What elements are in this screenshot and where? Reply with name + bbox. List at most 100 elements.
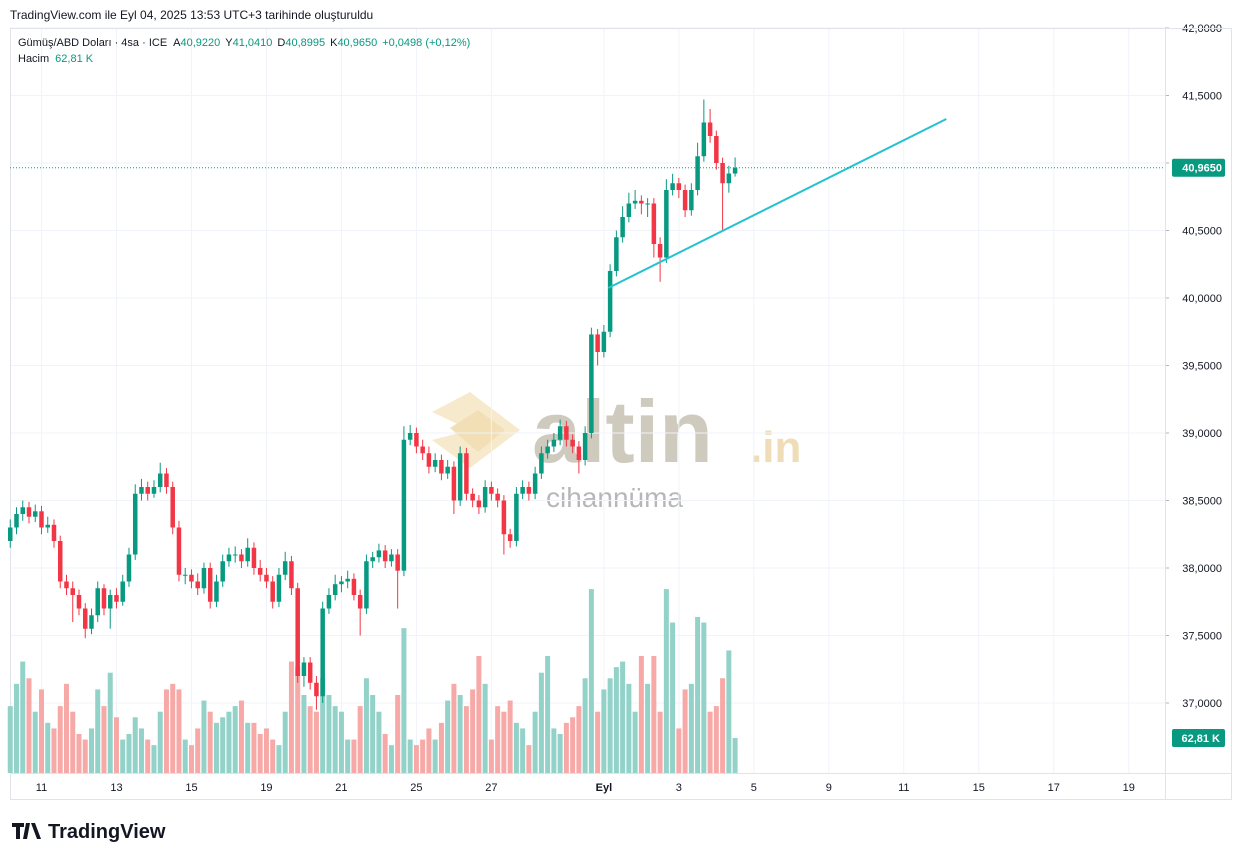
volume-bar — [157, 711, 163, 773]
x-tick-label: 19 — [1123, 782, 1135, 794]
candle-body — [270, 581, 275, 602]
x-tick-label: Eyl — [596, 782, 613, 794]
volume-bar — [695, 616, 701, 773]
volume-bar — [513, 722, 519, 773]
volume-bar — [520, 728, 526, 773]
candle-body — [601, 331, 607, 352]
candle-body — [26, 507, 32, 517]
volume-bar — [163, 689, 169, 773]
candle-body — [664, 190, 669, 258]
volume-bar — [713, 706, 719, 773]
volume-bar — [382, 733, 388, 773]
candle-body — [264, 574, 269, 582]
volume-bar — [32, 711, 38, 773]
volume-bar — [588, 589, 594, 773]
legend-key: D — [277, 37, 285, 49]
volume-bar — [151, 745, 157, 773]
volume-bar — [338, 711, 344, 773]
volume-bar — [45, 722, 51, 773]
candle-body — [114, 595, 119, 602]
volume-bar — [107, 672, 113, 773]
volume-bar — [295, 667, 301, 773]
volume-bar — [463, 706, 469, 773]
volume-bar — [226, 711, 232, 773]
volume-bar — [645, 683, 651, 773]
x-tick-label: 5 — [751, 782, 757, 794]
volume-bar — [138, 728, 144, 773]
candle-body — [145, 487, 150, 494]
candle-body — [232, 554, 238, 556]
volume-bar — [351, 739, 357, 773]
candle-body — [507, 534, 513, 541]
volume-bar — [401, 628, 407, 773]
volume-bar — [576, 706, 582, 773]
candle-body — [582, 433, 588, 460]
volume-bar — [538, 672, 544, 773]
candle-body — [632, 200, 638, 204]
watermark: altin .in cihannüma — [432, 382, 801, 513]
candle-body — [682, 190, 688, 211]
candle-body — [557, 426, 563, 440]
candle-body — [482, 487, 488, 508]
volume-bar — [232, 706, 238, 773]
volume-bar — [182, 739, 188, 773]
candle-body — [57, 541, 63, 582]
volume-bar — [7, 706, 13, 773]
volume-bar — [38, 689, 44, 773]
candle-body — [651, 203, 657, 244]
volume-bar — [563, 722, 569, 773]
volume-bar — [263, 728, 269, 773]
last-price-label: 40,9650 — [1182, 163, 1222, 175]
volume-bar — [426, 728, 432, 773]
candle-body — [20, 507, 25, 514]
volume-bar — [495, 706, 501, 773]
legend-volume: Hacim 62,81 K — [18, 53, 94, 65]
candle-body — [639, 200, 644, 204]
legend-change: +0,0498 (+0,12%) — [382, 37, 470, 49]
footer-logo: TradingView — [48, 821, 166, 843]
volume-bar — [95, 689, 101, 773]
footer: TradingView — [12, 821, 166, 843]
volume-bar — [332, 706, 338, 773]
candle-body — [257, 568, 263, 575]
candle-body — [439, 460, 444, 474]
candle-body — [164, 473, 169, 487]
candle-body — [120, 581, 125, 602]
watermark-sub: cihannüma — [546, 482, 683, 513]
volume-bar — [188, 745, 194, 773]
volume-bar — [301, 694, 307, 773]
candle-body — [532, 473, 538, 494]
volume-bar — [451, 683, 457, 773]
candle-body — [139, 487, 144, 494]
footer-logo-mark — [12, 823, 41, 839]
x-tick-label: 25 — [410, 782, 422, 794]
volume-bar — [445, 700, 451, 773]
candle-body — [314, 682, 319, 697]
candle-body — [676, 183, 682, 190]
candle-body — [576, 446, 582, 460]
volume-tag — [1172, 729, 1225, 748]
candle-body — [351, 578, 357, 595]
volume-bar — [657, 711, 663, 773]
volume-bar — [395, 694, 401, 773]
volume-bar — [557, 733, 563, 773]
candle-body — [307, 662, 313, 683]
volume-bar — [13, 683, 19, 773]
candle-body — [70, 588, 75, 595]
legend-value: 40,8995 — [285, 37, 325, 49]
volume-bar — [288, 661, 294, 773]
volume-bar — [63, 683, 69, 773]
candle-body — [189, 574, 194, 582]
x-tick-label: 27 — [485, 782, 497, 794]
volume-bar — [595, 711, 601, 773]
candle-body — [220, 561, 225, 582]
volume-bar — [707, 711, 713, 773]
candle-body — [457, 453, 463, 501]
candle-body — [645, 203, 650, 205]
volume-bar — [663, 589, 669, 773]
candle-body — [720, 163, 725, 184]
candle-body — [470, 493, 475, 501]
candle-body — [239, 554, 244, 562]
candle-body — [389, 554, 394, 562]
